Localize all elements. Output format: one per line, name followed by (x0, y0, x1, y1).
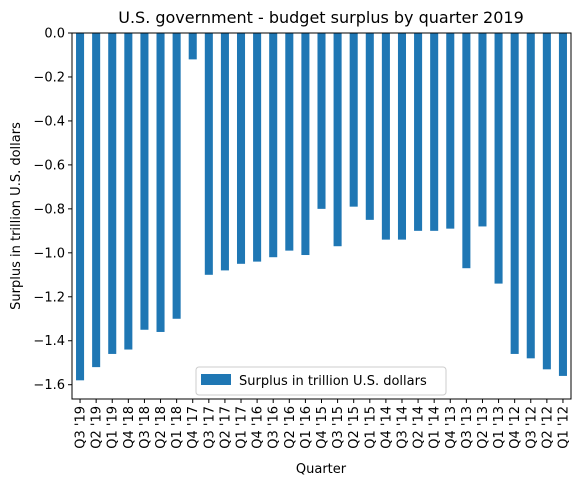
x-tick-label: Q2 '14 (412, 406, 427, 449)
bar-8 (204, 33, 213, 275)
x-axis-label: Quarter (296, 462, 347, 477)
y-tick-label: −0.8 (33, 202, 65, 217)
x-tick-label: Q2 '17 (218, 406, 233, 449)
legend: Surplus in trillion U.S. dollars (195, 366, 447, 396)
bar-25 (478, 33, 487, 227)
x-tick-label: Q1 '13 (492, 406, 507, 449)
bar-29 (542, 33, 551, 370)
bar-5 (156, 33, 165, 332)
bar-18 (365, 33, 374, 220)
bar-16 (333, 33, 342, 247)
x-tick-label: Q4 '16 (251, 406, 266, 449)
y-tick-label: −0.4 (33, 114, 65, 129)
bar-28 (526, 33, 535, 359)
x-tick-label: Q1 '12 (556, 406, 571, 449)
x-tick-label: Q4 '14 (379, 406, 394, 449)
x-tick-label: Q3 '15 (331, 406, 346, 449)
legend-box (195, 366, 447, 396)
legend-label: Surplus in trillion U.S. dollars (239, 374, 427, 389)
bar-24 (462, 33, 471, 269)
legend-swatch (201, 374, 231, 385)
x-tick-label: Q4 '18 (122, 406, 137, 449)
bar-26 (494, 33, 503, 284)
x-tick-label: Q3 '12 (524, 406, 539, 449)
bar-10 (236, 33, 246, 264)
bar-3 (124, 33, 133, 350)
bar-1 (92, 33, 101, 368)
x-tick-label: Q2 '19 (90, 406, 105, 449)
bar-12 (269, 33, 278, 258)
x-tick-label: Q1 '18 (170, 406, 185, 449)
y-tick-label: −1.4 (33, 334, 65, 349)
x-tick-label: Q4 '13 (444, 406, 459, 449)
x-tick-label: Q1 '16 (299, 406, 314, 449)
bar-6 (172, 33, 181, 319)
bar-17 (349, 33, 358, 207)
bar-7 (188, 33, 197, 60)
x-axis-ticks: Q3 '19 Q2 '19 Q1 '19 Q4 '18 Q3 '18 Q2 '18 Q1 '… (74, 399, 571, 449)
y-axis-ticks: 0.0 −0.2 −0.4 −0.6 −0.8 −1.0 −1.2 −1.4 −1.6 (33, 27, 72, 393)
bar-21 (414, 33, 423, 231)
bar-23 (446, 33, 455, 229)
y-tick-label: −0.2 (33, 70, 65, 85)
x-tick-label: Q4 '17 (186, 406, 201, 449)
bar-30 (558, 33, 567, 376)
x-tick-label: Q1 '17 (235, 406, 250, 449)
bar-14 (301, 33, 310, 256)
x-tick-label: Q3 '16 (267, 406, 282, 449)
bar-9 (220, 33, 229, 271)
plot-frame (71, 32, 572, 400)
x-tick-label: Q1 '15 (363, 406, 378, 449)
bar-27 (510, 33, 519, 354)
x-tick-label: Q4 '12 (508, 406, 523, 449)
x-tick-label: Q3 '13 (460, 406, 475, 449)
y-tick-label: −1.2 (33, 290, 65, 305)
x-tick-label: Q2 '15 (347, 406, 362, 449)
bar-2 (108, 33, 117, 354)
x-tick-label: Q1 '14 (428, 406, 443, 449)
x-tick-label: Q3 '17 (202, 406, 217, 449)
x-tick-label: Q4 '15 (315, 406, 330, 449)
bar-15 (317, 33, 326, 209)
x-tick-label: Q2 '16 (283, 406, 298, 449)
x-tick-label: Q2 '18 (154, 406, 169, 449)
x-tick-label: Q2 '13 (476, 406, 491, 449)
bars-group (76, 33, 567, 381)
y-tick-label: −0.6 (33, 158, 65, 173)
x-tick-label: Q2 '12 (540, 406, 555, 449)
x-tick-label: Q3 '18 (138, 406, 153, 449)
chart-title: U.S. government - budget surplus by quar… (118, 8, 524, 27)
bar-19 (381, 33, 390, 240)
bar-4 (140, 33, 149, 330)
bar-0 (76, 33, 85, 381)
x-tick-label: Q3 '19 (74, 406, 89, 449)
y-tick-label: −1.6 (33, 378, 65, 393)
y-tick-label: 0.0 (44, 27, 65, 42)
bar-22 (430, 33, 439, 231)
x-tick-label: Q1 '19 (106, 406, 121, 449)
bar-13 (285, 33, 294, 251)
bar-20 (397, 33, 407, 240)
x-tick-label: Q3 '14 (395, 406, 410, 449)
bar-11 (253, 33, 262, 262)
y-tick-label: −1.0 (33, 246, 65, 261)
y-axis-label: Surplus in trillion U.S. dollars (9, 122, 24, 310)
